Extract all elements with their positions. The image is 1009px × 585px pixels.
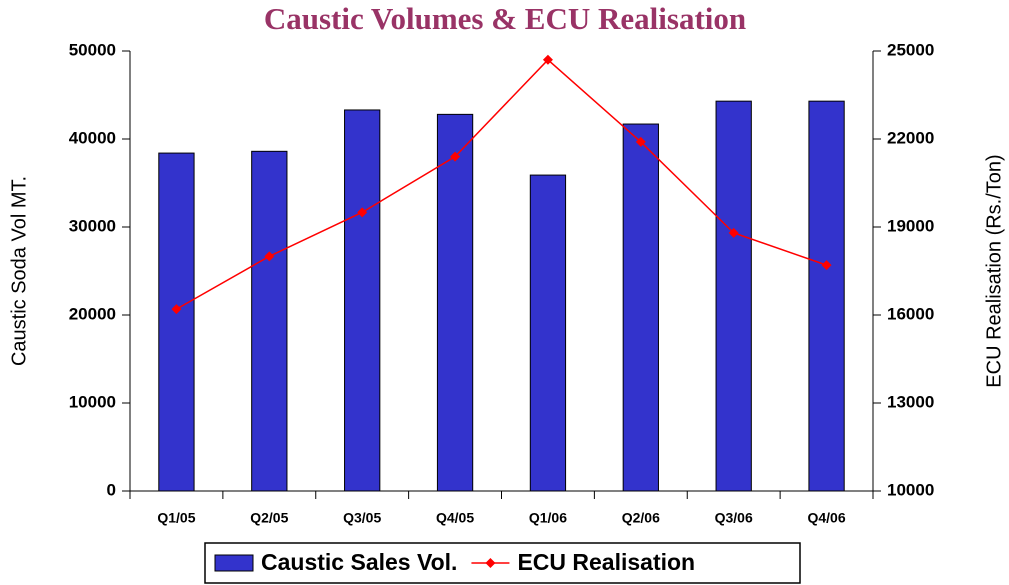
y2-tick-label: 25000	[887, 40, 934, 59]
line-marker	[357, 207, 368, 218]
bar	[715, 100, 752, 492]
x-tick-label: Q1/05	[157, 510, 195, 526]
y-tick-label: 30000	[69, 216, 116, 235]
y2-tick-label: 19000	[887, 216, 934, 235]
line-marker	[728, 227, 739, 238]
line	[176, 58, 827, 310]
line-marker	[171, 304, 182, 315]
x-tick-label: Q4/05	[436, 510, 474, 526]
bar	[622, 123, 659, 492]
bar	[808, 100, 845, 492]
legend-swatch-marker	[485, 558, 496, 568]
line-marker	[542, 54, 553, 65]
line-marker	[450, 151, 461, 162]
x-tick-label: Q3/06	[715, 510, 753, 526]
y-tick-label: 20000	[69, 304, 116, 323]
x-tick-label: Q4/06	[807, 510, 845, 526]
x-tick-label: Q3/05	[343, 510, 381, 526]
chart-title: Caustic Volumes & ECU Realisation	[264, 1, 746, 36]
x-tick-label: Q2/05	[250, 510, 288, 526]
y2-axis-label: ECU Realisation (Rs./Ton)	[983, 154, 1005, 387]
y-tick-label: 50000	[69, 40, 116, 59]
bar	[344, 109, 381, 492]
y-axis-label: Caustic Soda Vol MT.	[8, 176, 30, 366]
y2-tick-label: 16000	[887, 304, 934, 323]
bar	[529, 174, 567, 492]
legend-swatch	[214, 554, 254, 572]
y-tick-label: 10000	[69, 392, 116, 411]
y2-tick-label: 10000	[887, 480, 934, 499]
y2-tick-label: 13000	[887, 392, 934, 411]
y-tick-label: 0	[107, 480, 116, 499]
line-marker	[821, 260, 832, 271]
bar	[158, 152, 195, 492]
bar	[251, 150, 288, 492]
y2-tick-label: 22000	[887, 128, 934, 147]
y-tick-label: 40000	[69, 128, 116, 147]
x-tick-label: Q2/06	[622, 510, 660, 526]
legend-label: ECU Realisation	[517, 549, 695, 575]
line-marker	[635, 136, 646, 147]
x-tick-label: Q1/06	[529, 510, 567, 526]
legend-label: Caustic Sales Vol.	[261, 549, 457, 575]
bar	[436, 113, 474, 492]
line-marker	[264, 251, 275, 262]
legend-box	[204, 542, 801, 584]
